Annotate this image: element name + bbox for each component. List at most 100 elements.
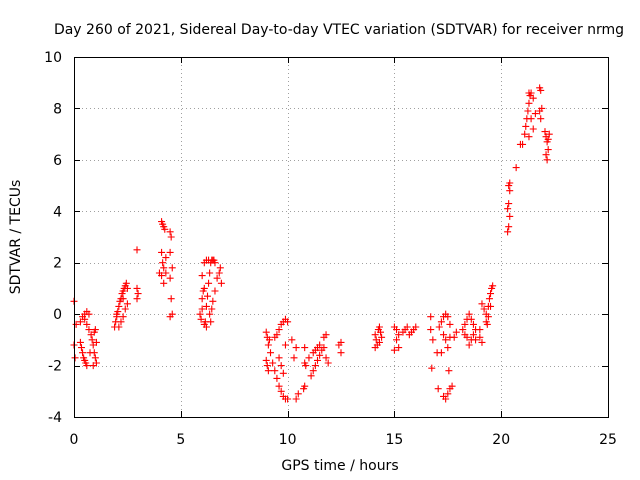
data-point: [292, 395, 300, 403]
data-point: [322, 354, 330, 362]
chart-title: Day 260 of 2021, Sidereal Day-to-day VTE…: [54, 22, 624, 38]
data-point: [115, 323, 123, 331]
data-point: [91, 354, 99, 362]
data-point: [167, 233, 175, 241]
data-point: [337, 338, 345, 346]
x-tick-label: 20: [492, 432, 510, 448]
data-point: [428, 364, 436, 372]
data-point: [538, 104, 546, 112]
data-point: [89, 362, 97, 370]
data-point: [467, 315, 475, 323]
plot-frame: [74, 57, 609, 418]
data-point: [206, 269, 214, 277]
data-point: [213, 274, 221, 282]
data-point: [155, 269, 163, 277]
data-point: [506, 187, 514, 195]
x-tick-label: 25: [599, 432, 617, 448]
data-point: [448, 382, 456, 390]
data-point: [262, 356, 270, 364]
data-point: [537, 115, 545, 123]
data-point: [316, 351, 324, 359]
data-point: [202, 302, 210, 310]
data-point: [393, 336, 401, 344]
data-point: [273, 374, 281, 382]
data-point: [320, 344, 328, 352]
data-point: [521, 130, 529, 138]
data-point: [263, 362, 271, 370]
data-point: [395, 344, 403, 352]
x-tick-labels: 0 5 10 15 20 25: [70, 432, 617, 448]
data-point: [478, 338, 486, 346]
data-point: [168, 310, 176, 318]
data-point: [133, 295, 141, 303]
data-point: [202, 323, 210, 331]
data-point: [198, 305, 206, 313]
data-point: [265, 336, 273, 344]
y-tick-label: 4: [53, 204, 62, 220]
data-point: [476, 326, 484, 334]
data-point: [161, 225, 169, 233]
data-point: [437, 349, 445, 357]
data-point: [531, 110, 539, 118]
data-point: [444, 313, 452, 321]
data-point: [166, 248, 174, 256]
data-point: [476, 333, 484, 341]
data-point: [445, 367, 453, 375]
data-point: [450, 333, 458, 341]
data-point: [480, 305, 488, 313]
data-point: [90, 328, 98, 336]
data-point: [393, 326, 401, 334]
y-tick-label: 0: [53, 307, 62, 323]
data-point: [271, 367, 279, 375]
data-point: [378, 333, 386, 341]
data-point: [545, 130, 553, 138]
data-point: [264, 341, 272, 349]
data-point: [215, 269, 223, 277]
y-axis-label: SDTVAR / TECUs: [8, 180, 24, 295]
data-point: [444, 344, 452, 352]
data-point: [269, 359, 277, 367]
data-point: [134, 290, 142, 298]
data-point: [524, 107, 532, 115]
data-point: [167, 295, 175, 303]
data-point: [371, 344, 379, 352]
data-point: [469, 331, 477, 339]
y-tick-label: 2: [53, 256, 62, 272]
data-point: [205, 279, 213, 287]
data-point: [197, 315, 205, 323]
data-point: [427, 326, 435, 334]
data-point: [434, 385, 442, 393]
data-point: [85, 326, 93, 334]
data-point: [76, 318, 84, 326]
x-tick-label: 10: [279, 432, 297, 448]
data-point: [482, 318, 490, 326]
y-tick-label: 6: [53, 153, 62, 169]
data-point: [267, 349, 275, 357]
data-point: [264, 367, 272, 375]
data-point: [412, 323, 420, 331]
data-point: [465, 310, 473, 318]
data-point: [200, 259, 208, 267]
x-tick-label: 15: [385, 432, 403, 448]
data-point: [377, 328, 385, 336]
data-point: [309, 367, 317, 375]
data-point: [395, 331, 403, 339]
data-point: [529, 125, 537, 133]
data-point: [544, 146, 552, 154]
data-point: [527, 115, 535, 123]
data-point: [275, 326, 283, 334]
data-point: [505, 223, 513, 231]
data-point: [133, 284, 141, 292]
data-point: [442, 395, 450, 403]
data-point: [281, 341, 289, 349]
data-point: [160, 264, 168, 272]
data-point: [160, 279, 168, 287]
y-tick-label: 8: [53, 101, 62, 117]
data-point: [208, 305, 216, 313]
data-point: [469, 320, 477, 328]
data-point: [478, 300, 486, 308]
data-point: [113, 310, 121, 318]
data-point: [211, 259, 219, 267]
data-point: [504, 205, 512, 213]
